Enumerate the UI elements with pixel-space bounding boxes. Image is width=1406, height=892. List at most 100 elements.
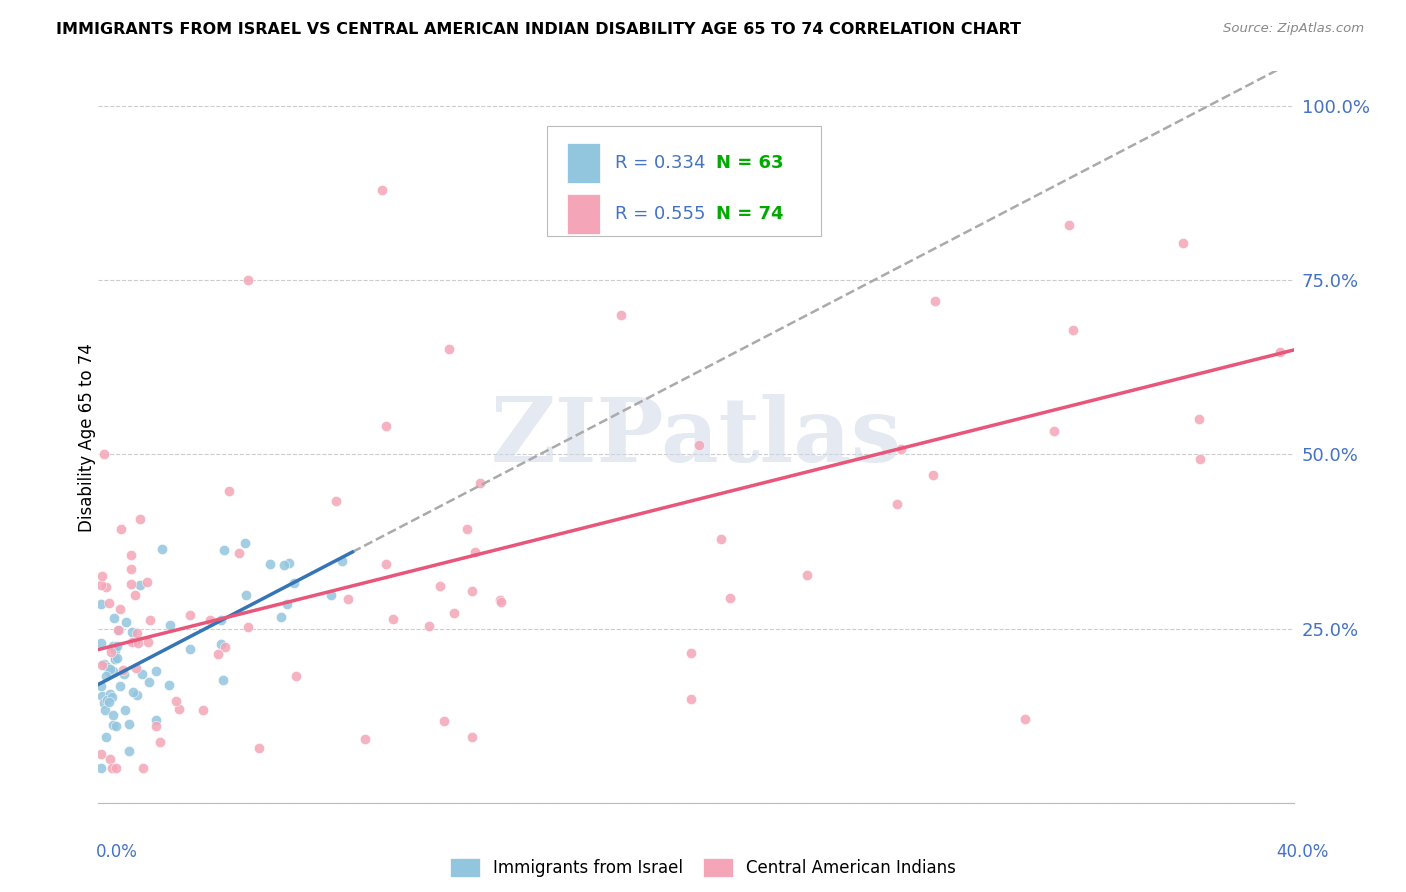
- Point: [209, 637, 232, 651]
- Point: [922, 468, 945, 483]
- Point: [332, 554, 354, 568]
- Point: [104, 652, 127, 666]
- Point: [112, 663, 135, 677]
- Point: [110, 679, 132, 693]
- Point: [418, 619, 440, 633]
- Bar: [567, 143, 600, 183]
- Point: [93, 657, 115, 671]
- Point: [104, 761, 127, 775]
- Point: [124, 633, 146, 648]
- Point: [145, 719, 167, 733]
- Text: N = 74: N = 74: [716, 205, 783, 223]
- Point: [1171, 235, 1194, 250]
- Point: [93, 703, 115, 717]
- Point: [886, 497, 908, 511]
- Point: [337, 592, 360, 607]
- Point: [103, 643, 125, 657]
- Point: [114, 703, 136, 717]
- Point: [1059, 218, 1081, 232]
- Point: [114, 615, 136, 630]
- Point: [98, 752, 121, 766]
- Point: [1014, 712, 1036, 726]
- Point: [103, 718, 125, 732]
- Point: [610, 308, 633, 322]
- Point: [104, 652, 127, 666]
- Point: [259, 558, 281, 572]
- Point: [228, 546, 250, 560]
- Point: [120, 576, 142, 591]
- Point: [489, 593, 512, 607]
- Point: [105, 719, 128, 733]
- Point: [193, 703, 215, 717]
- Point: [108, 602, 131, 616]
- Point: [198, 614, 221, 628]
- Point: [90, 568, 112, 582]
- Point: [118, 744, 141, 758]
- Point: [235, 536, 257, 550]
- Point: [101, 690, 124, 704]
- Point: [90, 747, 112, 761]
- Point: [90, 689, 112, 703]
- Point: [120, 562, 142, 576]
- Point: [1188, 412, 1211, 426]
- Point: [207, 647, 229, 661]
- Point: [152, 541, 174, 556]
- Point: [456, 522, 478, 536]
- Point: [122, 685, 145, 699]
- Point: [489, 595, 512, 609]
- Y-axis label: Disability Age 65 to 74: Disability Age 65 to 74: [79, 343, 96, 532]
- Point: [166, 693, 188, 707]
- Point: [159, 618, 181, 632]
- Point: [890, 442, 912, 457]
- Point: [98, 695, 121, 709]
- Point: [283, 575, 305, 590]
- Text: ZIPatlas: ZIPatlas: [491, 393, 901, 481]
- Point: [97, 664, 120, 678]
- Point: [93, 447, 115, 461]
- Point: [270, 610, 292, 624]
- Point: [90, 597, 112, 611]
- Point: [127, 688, 149, 702]
- Point: [100, 761, 122, 775]
- Point: [1188, 451, 1211, 466]
- Point: [128, 512, 150, 526]
- Point: [273, 558, 295, 572]
- Text: R = 0.555: R = 0.555: [614, 205, 706, 223]
- Text: R = 0.334: R = 0.334: [614, 153, 706, 171]
- Point: [120, 549, 142, 563]
- Point: [354, 731, 377, 746]
- Point: [101, 664, 124, 678]
- Point: [98, 662, 121, 676]
- Point: [429, 578, 451, 592]
- Point: [375, 557, 398, 571]
- Point: [94, 730, 117, 744]
- Point: [235, 588, 257, 602]
- Point: [371, 183, 394, 197]
- Point: [98, 665, 121, 679]
- Point: [103, 610, 125, 624]
- Point: [132, 761, 155, 775]
- Point: [461, 730, 484, 744]
- Point: [107, 623, 129, 637]
- Point: [374, 419, 396, 434]
- Point: [169, 702, 191, 716]
- Point: [325, 494, 347, 508]
- Point: [121, 624, 143, 639]
- Point: [236, 620, 259, 634]
- Point: [121, 635, 143, 649]
- Point: [90, 578, 112, 592]
- Point: [212, 673, 235, 687]
- Point: [145, 713, 167, 727]
- Legend: Immigrants from Israel, Central American Indians: Immigrants from Israel, Central American…: [443, 852, 963, 884]
- Point: [157, 678, 180, 692]
- Point: [382, 612, 405, 626]
- Point: [1270, 344, 1292, 359]
- Point: [179, 642, 201, 657]
- Point: [90, 761, 112, 775]
- Point: [125, 661, 148, 675]
- Point: [138, 674, 160, 689]
- Point: [149, 735, 172, 749]
- Point: [688, 438, 710, 452]
- Point: [91, 658, 114, 673]
- Point: [145, 664, 167, 678]
